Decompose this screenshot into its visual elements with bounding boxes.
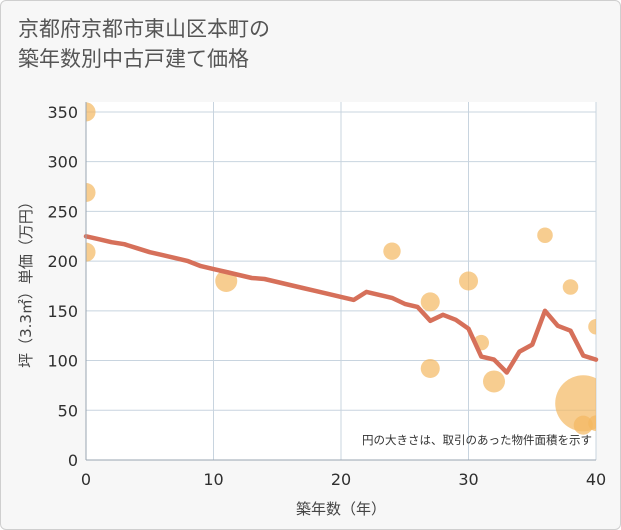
x-tick-label: 10 — [203, 470, 223, 489]
x-tick-label: 20 — [331, 470, 351, 489]
y-tick-label: 300 — [47, 153, 78, 172]
x-tick-label: 40 — [586, 470, 606, 489]
y-tick-label: 50 — [58, 401, 78, 420]
y-tick-label: 350 — [47, 103, 78, 122]
axes — [85, 102, 596, 461]
data-bubble — [420, 358, 440, 379]
data-bubble — [86, 102, 96, 122]
trend-line — [83, 234, 599, 375]
x-axis-label: 築年数（年） — [296, 500, 386, 518]
data-bubble — [588, 415, 596, 431]
data-bubble — [537, 227, 553, 244]
y-tick-label: 200 — [47, 252, 78, 271]
size-note: 円の大きさは、取引のあった物件面積を示す — [362, 433, 592, 447]
data-bubble — [573, 415, 593, 435]
data-bubble — [458, 271, 479, 291]
chart-title-line-2: 築年数別中古戸建て価格 — [18, 47, 249, 71]
x-tick-label: 30 — [458, 470, 478, 489]
data-bubble — [86, 242, 96, 262]
x-tick-label: 0 — [81, 470, 91, 489]
data-bubble — [588, 318, 596, 335]
chart-title: 京都府京都市東山区本町の 築年数別中古戸建て価格 — [18, 14, 270, 74]
y-tick-label: 100 — [47, 352, 78, 371]
data-bubble — [483, 370, 505, 393]
chart-title-line-1: 京都府京都市東山区本町の — [18, 17, 270, 41]
y-tick-label: 250 — [47, 202, 78, 221]
data-bubble — [86, 182, 96, 203]
trend-line-layer — [83, 234, 599, 375]
data-bubble — [383, 242, 401, 260]
y-axis-label: 坪（3.3㎡）単価（万円） — [17, 194, 35, 368]
tick-labels: 0 50 100 150 200 250 300 350 0 10 20 30 40 — [47, 103, 606, 489]
data-bubble — [562, 279, 579, 295]
data-bubble — [420, 292, 440, 312]
y-tick-label: 0 — [68, 451, 78, 470]
y-tick-label: 150 — [47, 302, 78, 321]
